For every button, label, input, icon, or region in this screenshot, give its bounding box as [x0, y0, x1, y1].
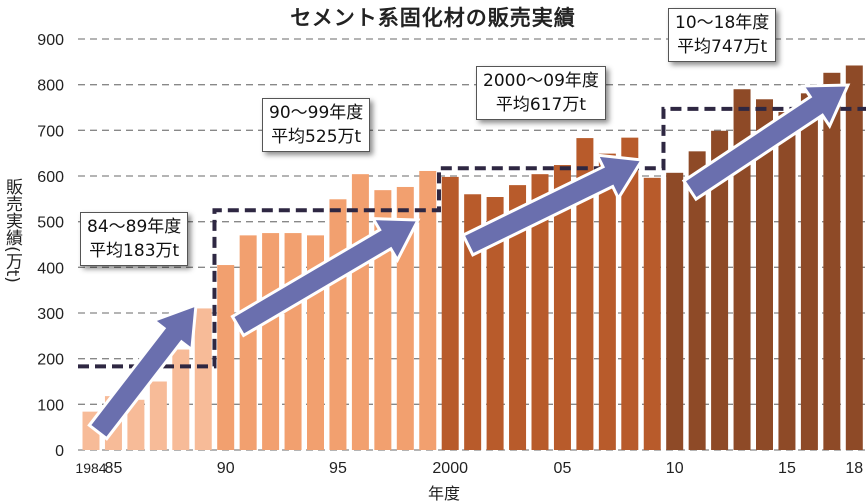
bar-2012 [711, 130, 729, 451]
period-average: 平均183万t [89, 241, 180, 261]
y-tick-label: 700 [37, 123, 64, 140]
bar-2006 [576, 138, 594, 450]
bar-2017 [823, 72, 841, 450]
bar-1986 [127, 399, 145, 450]
y-axis-label: 販売実績(万t) [2, 178, 22, 283]
bar-2013 [733, 89, 751, 450]
x-tick-label: 85 [105, 460, 123, 477]
y-tick-label: 400 [37, 260, 64, 277]
y-tick-label: 300 [37, 306, 64, 323]
y-tick-label: 900 [37, 32, 64, 49]
period-range: 2000〜09年度 [483, 71, 599, 91]
y-tick-label: 0 [55, 443, 64, 460]
bar-1999 [419, 170, 437, 450]
y-tick-label: 800 [37, 78, 64, 95]
trend-arrow-icon [681, 83, 851, 202]
bar-1993 [284, 233, 302, 450]
bar-2000 [441, 176, 459, 450]
x-tick-label: 95 [329, 460, 347, 477]
x-tick-label: 05 [554, 460, 572, 477]
bar-1990 [217, 265, 235, 450]
x-tick-label: 90 [217, 460, 235, 477]
period-label-1990-1999: 90〜99年度 平均525万t [262, 98, 371, 152]
bar-1992 [262, 233, 280, 450]
period-range: 84〜89年度 [87, 217, 182, 237]
average-line [78, 106, 866, 369]
period-range: 10〜18年度 [675, 13, 770, 33]
bar-2009 [643, 177, 661, 450]
x-tick-label: 2000 [432, 460, 468, 477]
bar-2004 [531, 174, 549, 450]
bar-2018 [845, 65, 863, 450]
period-label-2010-2018: 10〜18年度 平均747万t [668, 8, 777, 62]
bar-2008 [621, 137, 639, 450]
bar-1989 [194, 308, 212, 450]
bar-2005 [553, 165, 571, 451]
bar-2015 [778, 112, 796, 451]
trend-arrow-icon [230, 217, 421, 338]
bar-1995 [329, 199, 347, 450]
x-tick-label: 18 [845, 460, 863, 477]
bar-1987 [149, 381, 167, 450]
bar-2003 [509, 185, 527, 450]
period-label-2000-2009: 2000〜09年度 平均617万t [476, 66, 606, 120]
period-average: 平均617万t [495, 95, 587, 115]
y-tick-label: 200 [37, 352, 64, 369]
bar-2014 [756, 99, 773, 450]
period-label-1984-1989: 84〜89年度 平均183万t [80, 212, 189, 266]
period-range: 90〜99年度 [269, 103, 364, 123]
period-average: 平均525万t [271, 127, 362, 147]
y-tick-label: 100 [37, 397, 64, 414]
trend-arrow-icon [87, 302, 198, 441]
bar-2002 [486, 197, 504, 450]
chart-title: セメント系固化材の販売実績 [290, 6, 576, 30]
bar-1996 [351, 174, 369, 450]
trend-arrow-icon [461, 153, 645, 257]
bar-1988 [172, 349, 190, 450]
bar-1991 [239, 235, 257, 450]
y-tick-label: 600 [37, 169, 64, 186]
x-tick-label: 15 [778, 460, 796, 477]
x-tick-label: 1984 [75, 460, 106, 476]
bar-2010 [666, 172, 684, 450]
x-axis-label: 年度 [428, 484, 461, 503]
bar-2016 [800, 93, 818, 451]
x-tick-label: 10 [666, 460, 684, 477]
bar-2011 [688, 151, 706, 450]
bar-2001 [464, 194, 482, 450]
period-average: 平均747万t [677, 37, 768, 57]
y-tick-label: 500 [37, 215, 64, 232]
bar-2007 [598, 153, 616, 450]
